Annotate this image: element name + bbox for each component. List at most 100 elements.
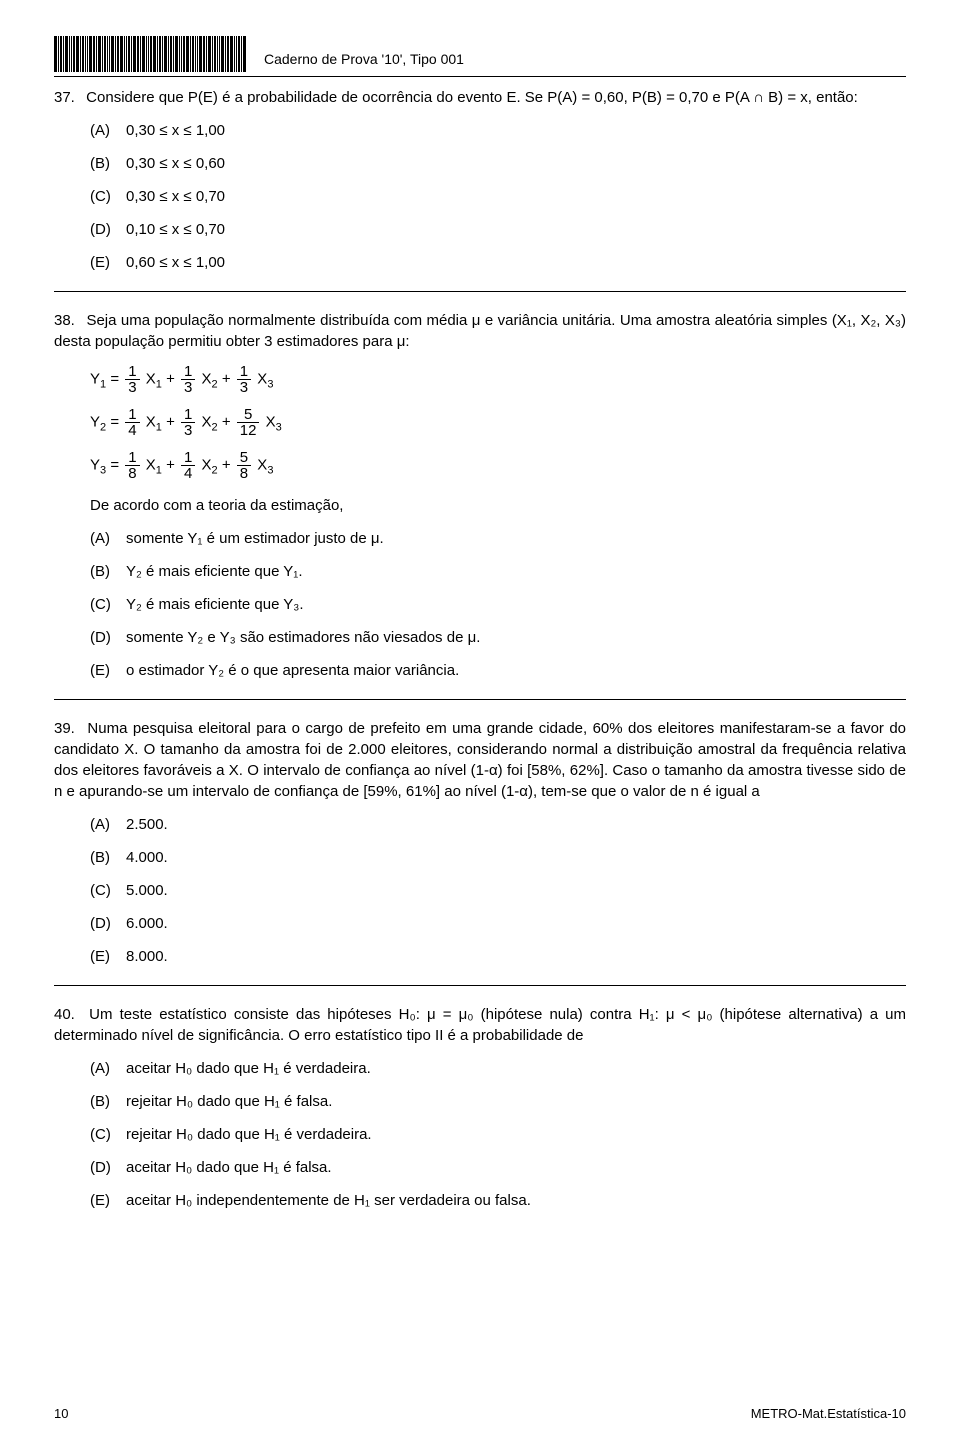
option-label: (E): [90, 252, 126, 273]
eq-sym: =: [110, 413, 119, 430]
option-text: Y₂ é mais eficiente que Y₃.: [126, 596, 304, 613]
option-c[interactable]: (C)rejeitar H₀ dado que H₁ é verdadeira.: [90, 1124, 906, 1145]
option-b[interactable]: (B)Y₂ é mais eficiente que Y₁.: [90, 561, 906, 582]
question-text: 40. Um teste estatístico consiste das hi…: [54, 1004, 906, 1046]
option-a[interactable]: (A)somente Y₁ é um estimador justo de μ.: [90, 528, 906, 549]
eq-sub: 1: [156, 464, 162, 476]
option-c[interactable]: (C)Y₂ é mais eficiente que Y₃.: [90, 594, 906, 615]
frac-d: 8: [125, 466, 139, 481]
option-text: 5.000.: [126, 882, 168, 899]
option-text: 0,30 ≤ x ≤ 0,60: [126, 155, 225, 172]
option-text: 0,30 ≤ x ≤ 0,70: [126, 188, 225, 205]
equation-y3: Y3 = 18 X1 + 14 X2 + 58 X3: [90, 450, 906, 481]
question-number: 38.: [54, 310, 82, 331]
eq-sym: X: [202, 370, 212, 387]
option-text: aceitar H₀ dado que H₁ é verdadeira.: [126, 1060, 371, 1077]
option-text: 4.000.: [126, 849, 168, 866]
fraction: 13: [125, 364, 139, 395]
eq-sym: Y: [90, 370, 100, 387]
option-e[interactable]: (E)o estimador Y₂ é o que apresenta maio…: [90, 660, 906, 681]
options: (A)2.500. (B)4.000. (C)5.000. (D)6.000. …: [90, 814, 906, 967]
page-header: Caderno de Prova '10', Tipo 001: [54, 36, 906, 77]
option-b[interactable]: (B)0,30 ≤ x ≤ 0,60: [90, 153, 906, 174]
frac-d: 3: [181, 423, 195, 438]
option-text: o estimador Y₂ é o que apresenta maior v…: [126, 662, 459, 679]
equation-y2: Y2 = 14 X1 + 13 X2 + 512 X3: [90, 407, 906, 438]
question-37: 37. Considere que P(E) é a probabilidade…: [54, 87, 906, 273]
eq-sub: 2: [212, 464, 218, 476]
eq-sym: +: [166, 456, 175, 473]
option-label: (D): [90, 913, 126, 934]
question-38: 38. Seja uma população normalmente distr…: [54, 310, 906, 681]
fraction: 14: [125, 407, 139, 438]
option-a[interactable]: (A)2.500.: [90, 814, 906, 835]
question-body: Um teste estatístico consiste das hipóte…: [54, 1006, 906, 1044]
option-label: (C): [90, 1124, 126, 1145]
option-label: (A): [90, 1058, 126, 1079]
option-d[interactable]: (D)6.000.: [90, 913, 906, 934]
frac-n: 1: [181, 364, 195, 380]
option-text: aceitar H₀ independentemente de H₁ ser v…: [126, 1192, 531, 1209]
eq-sym: X: [146, 370, 156, 387]
eq-sym: X: [257, 456, 267, 473]
fraction: 18: [125, 450, 139, 481]
frac-d: 12: [237, 423, 260, 438]
option-text: 8.000.: [126, 948, 168, 965]
question-number: 39.: [54, 718, 82, 739]
option-label: (B): [90, 847, 126, 868]
option-d[interactable]: (D)0,10 ≤ x ≤ 0,70: [90, 219, 906, 240]
exam-page: Caderno de Prova '10', Tipo 001 37. Cons…: [0, 0, 960, 1439]
eq-sub: 1: [156, 421, 162, 433]
question-text: 38. Seja uma população normalmente distr…: [54, 310, 906, 352]
eq-sym: =: [110, 370, 119, 387]
eq-sym: Y: [90, 413, 100, 430]
eq-sub: 2: [212, 421, 218, 433]
frac-n: 1: [125, 450, 139, 466]
question-intro2: De acordo com a teoria da estimação,: [90, 495, 906, 516]
option-e[interactable]: (E)aceitar H₀ independentemente de H₁ se…: [90, 1190, 906, 1211]
frac-n: 5: [237, 450, 251, 466]
barcode-icon: [54, 36, 246, 72]
option-d[interactable]: (D)somente Y₂ e Y₃ são estimadores não v…: [90, 627, 906, 648]
frac-d: 3: [237, 380, 251, 395]
option-text: 0,30 ≤ x ≤ 1,00: [126, 122, 225, 139]
eq-sym: +: [222, 413, 231, 430]
eq-sub: 2: [100, 421, 106, 433]
equation-y1: Y1 = 13 X1 + 13 X2 + 13 X3: [90, 364, 906, 395]
question-body: Seja uma população normalmente distribuí…: [54, 312, 906, 350]
divider: [54, 291, 906, 292]
eq-sym: +: [222, 370, 231, 387]
option-b[interactable]: (B)rejeitar H₀ dado que H₁ é falsa.: [90, 1091, 906, 1112]
frac-d: 4: [125, 423, 139, 438]
option-text: 0,60 ≤ x ≤ 1,00: [126, 254, 225, 271]
fraction: 13: [181, 407, 195, 438]
eq-sym: =: [110, 456, 119, 473]
option-a[interactable]: (A)aceitar H₀ dado que H₁ é verdadeira.: [90, 1058, 906, 1079]
option-e[interactable]: (E)8.000.: [90, 946, 906, 967]
question-number: 40.: [54, 1004, 82, 1025]
option-c[interactable]: (C)0,30 ≤ x ≤ 0,70: [90, 186, 906, 207]
option-text: aceitar H₀ dado que H₁ é falsa.: [126, 1159, 332, 1176]
options: (A)0,30 ≤ x ≤ 1,00 (B)0,30 ≤ x ≤ 0,60 (C…: [90, 120, 906, 273]
option-text: 2.500.: [126, 816, 168, 833]
option-label: (B): [90, 153, 126, 174]
frac-n: 1: [125, 407, 139, 423]
option-d[interactable]: (D)aceitar H₀ dado que H₁ é falsa.: [90, 1157, 906, 1178]
option-b[interactable]: (B)4.000.: [90, 847, 906, 868]
option-c[interactable]: (C)5.000.: [90, 880, 906, 901]
eq-sym: X: [146, 413, 156, 430]
options: (A)aceitar H₀ dado que H₁ é verdadeira. …: [90, 1058, 906, 1211]
frac-n: 1: [125, 364, 139, 380]
question-40: 40. Um teste estatístico consiste das hi…: [54, 1004, 906, 1211]
fraction: 512: [237, 407, 260, 438]
question-39: 39. Numa pesquisa eleitoral para o cargo…: [54, 718, 906, 967]
footer-code: METRO-Mat.Estatística-10: [751, 1405, 906, 1423]
option-text: 6.000.: [126, 915, 168, 932]
option-label: (C): [90, 880, 126, 901]
page-footer: 10 METRO-Mat.Estatística-10: [54, 1405, 906, 1423]
option-a[interactable]: (A)0,30 ≤ x ≤ 1,00: [90, 120, 906, 141]
option-e[interactable]: (E)0,60 ≤ x ≤ 1,00: [90, 252, 906, 273]
eq-sub: 3: [100, 464, 106, 476]
option-label: (A): [90, 528, 126, 549]
header-title: Caderno de Prova '10', Tipo 001: [264, 50, 464, 72]
